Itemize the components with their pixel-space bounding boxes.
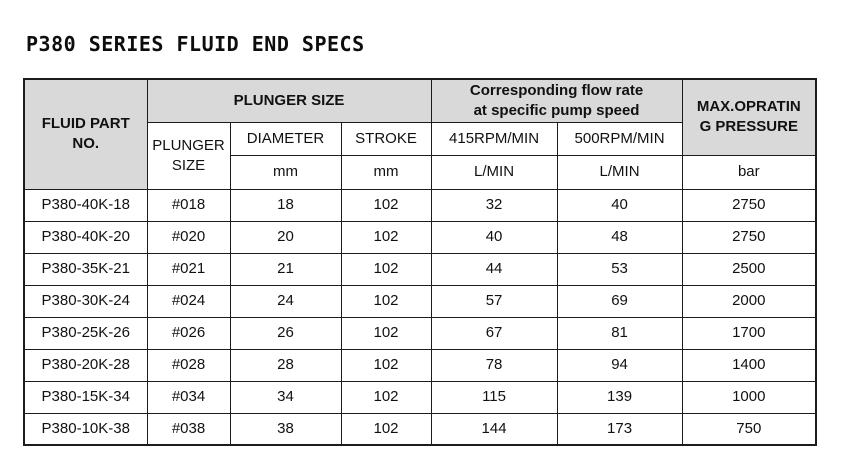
cell-fluid-part-no: P380-30K-24 bbox=[23, 284, 148, 318]
cell-max-pressure: 2750 bbox=[681, 188, 817, 222]
cell-flow-415rpm: 44 bbox=[430, 252, 558, 286]
cell-flow-415rpm: 57 bbox=[430, 284, 558, 318]
table-row: P380-25K-26 #026 26 102 67 81 1700 bbox=[23, 316, 817, 350]
unit-stroke-mm: mm bbox=[340, 154, 432, 190]
cell-stroke: 102 bbox=[340, 188, 432, 222]
cell-flow-500rpm: 48 bbox=[556, 220, 683, 254]
unit-415-lmin: L/MIN bbox=[430, 154, 558, 190]
cell-flow-500rpm: 139 bbox=[556, 380, 683, 414]
cell-flow-500rpm: 173 bbox=[556, 412, 683, 446]
cell-flow-415rpm: 67 bbox=[430, 316, 558, 350]
cell-max-pressure: 1000 bbox=[681, 380, 817, 414]
header-plunger-size-sub: PLUNGER SIZE bbox=[146, 121, 231, 190]
table-row: P380-35K-21 #021 21 102 44 53 2500 bbox=[23, 252, 817, 286]
table-row: P380-40K-18 #018 18 102 32 40 2750 bbox=[23, 188, 817, 222]
header-stroke: STROKE bbox=[340, 121, 432, 156]
cell-max-pressure: 1700 bbox=[681, 316, 817, 350]
cell-plunger-size: #038 bbox=[146, 412, 231, 446]
cell-diameter: 38 bbox=[229, 412, 342, 446]
cell-stroke: 102 bbox=[340, 220, 432, 254]
header-500rpm: 500RPM/MIN bbox=[556, 121, 683, 156]
cell-plunger-size: #020 bbox=[146, 220, 231, 254]
header-max-operating-pressure: MAX.OPRATIN G PRESSURE bbox=[681, 78, 817, 156]
cell-diameter: 24 bbox=[229, 284, 342, 318]
table-row: P380-10K-38 #038 38 102 144 173 750 bbox=[23, 412, 817, 446]
cell-max-pressure: 1400 bbox=[681, 348, 817, 382]
page-title: P380 SERIES FLUID END SPECS bbox=[26, 32, 365, 56]
cell-fluid-part-no: P380-15K-34 bbox=[23, 380, 148, 414]
header-flow-rate-group: Corresponding flow rate at specific pump… bbox=[430, 78, 683, 123]
cell-flow-415rpm: 78 bbox=[430, 348, 558, 382]
cell-max-pressure: 2000 bbox=[681, 284, 817, 318]
cell-diameter: 28 bbox=[229, 348, 342, 382]
cell-stroke: 102 bbox=[340, 348, 432, 382]
cell-flow-500rpm: 69 bbox=[556, 284, 683, 318]
cell-diameter: 34 bbox=[229, 380, 342, 414]
cell-diameter: 21 bbox=[229, 252, 342, 286]
cell-fluid-part-no: P380-40K-20 bbox=[23, 220, 148, 254]
cell-fluid-part-no: P380-20K-28 bbox=[23, 348, 148, 382]
cell-flow-500rpm: 40 bbox=[556, 188, 683, 222]
spec-table-body: P380-40K-18 #018 18 102 32 40 2750 P380-… bbox=[23, 188, 817, 446]
cell-max-pressure: 2750 bbox=[681, 220, 817, 254]
cell-plunger-size: #021 bbox=[146, 252, 231, 286]
header-plunger-size-group: PLUNGER SIZE bbox=[146, 78, 432, 123]
cell-plunger-size: #026 bbox=[146, 316, 231, 350]
cell-diameter: 18 bbox=[229, 188, 342, 222]
cell-fluid-part-no: P380-10K-38 bbox=[23, 412, 148, 446]
cell-plunger-size: #024 bbox=[146, 284, 231, 318]
cell-stroke: 102 bbox=[340, 316, 432, 350]
cell-flow-500rpm: 81 bbox=[556, 316, 683, 350]
cell-flow-500rpm: 94 bbox=[556, 348, 683, 382]
header-diameter: DIAMETER bbox=[229, 121, 342, 156]
table-row: P380-15K-34 #034 34 102 115 139 1000 bbox=[23, 380, 817, 414]
cell-max-pressure: 750 bbox=[681, 412, 817, 446]
cell-stroke: 102 bbox=[340, 252, 432, 286]
cell-plunger-size: #028 bbox=[146, 348, 231, 382]
cell-flow-415rpm: 144 bbox=[430, 412, 558, 446]
fluid-end-specs-table: FLUID PART NO. PLUNGER SIZE Correspondin… bbox=[23, 78, 818, 446]
table-row: P380-20K-28 #028 28 102 78 94 1400 bbox=[23, 348, 817, 382]
cell-max-pressure: 2500 bbox=[681, 252, 817, 286]
cell-stroke: 102 bbox=[340, 380, 432, 414]
header-fluid-part-no: FLUID PART NO. bbox=[23, 78, 148, 190]
unit-diameter-mm: mm bbox=[229, 154, 342, 190]
cell-fluid-part-no: P380-25K-26 bbox=[23, 316, 148, 350]
cell-plunger-size: #018 bbox=[146, 188, 231, 222]
cell-flow-415rpm: 40 bbox=[430, 220, 558, 254]
cell-fluid-part-no: P380-35K-21 bbox=[23, 252, 148, 286]
cell-stroke: 102 bbox=[340, 284, 432, 318]
cell-plunger-size: #034 bbox=[146, 380, 231, 414]
cell-fluid-part-no: P380-40K-18 bbox=[23, 188, 148, 222]
cell-flow-500rpm: 53 bbox=[556, 252, 683, 286]
cell-diameter: 20 bbox=[229, 220, 342, 254]
cell-diameter: 26 bbox=[229, 316, 342, 350]
cell-flow-415rpm: 115 bbox=[430, 380, 558, 414]
unit-500-lmin: L/MIN bbox=[556, 154, 683, 190]
unit-pressure-bar: bar bbox=[681, 154, 817, 190]
table-row: P380-30K-24 #024 24 102 57 69 2000 bbox=[23, 284, 817, 318]
cell-stroke: 102 bbox=[340, 412, 432, 446]
cell-flow-415rpm: 32 bbox=[430, 188, 558, 222]
table-row: P380-40K-20 #020 20 102 40 48 2750 bbox=[23, 220, 817, 254]
header-415rpm: 415RPM/MIN bbox=[430, 121, 558, 156]
